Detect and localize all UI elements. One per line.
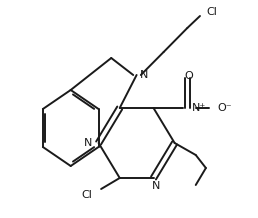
Text: N: N [84, 138, 93, 148]
Text: N: N [152, 181, 160, 191]
Text: N⁺: N⁺ [191, 103, 206, 113]
Text: Cl: Cl [206, 7, 217, 17]
Text: O⁻: O⁻ [218, 103, 232, 113]
Text: Cl: Cl [82, 190, 93, 200]
Text: O: O [185, 71, 193, 81]
Text: N: N [140, 70, 148, 80]
